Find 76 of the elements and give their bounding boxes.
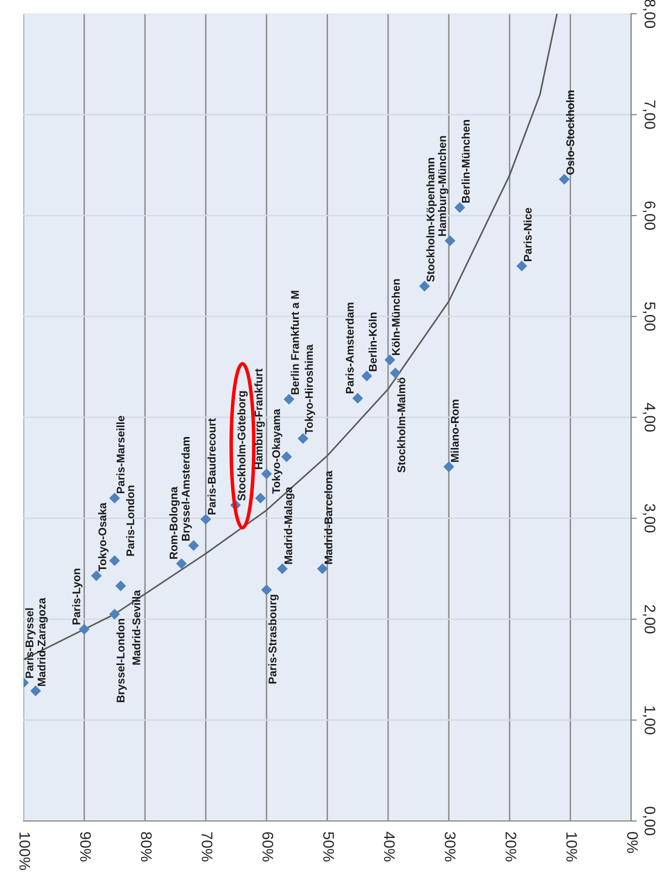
- x-tick-label: 60%: [262, 832, 274, 862]
- annotation: Bryssel-London: [116, 618, 127, 702]
- x-tick-label: 40%: [384, 832, 395, 862]
- annotation: Madrid-Sevilla: [132, 590, 140, 665]
- point: [444, 235, 456, 246]
- x-tick-label: 10%: [566, 832, 578, 862]
- point: [443, 461, 454, 472]
- annotation: Paris-Bryssel: [25, 608, 36, 678]
- point: [30, 685, 41, 696]
- annotation: Hamburg-Frankfurt: [254, 368, 265, 469]
- x-tick-label: 0%: [627, 832, 638, 853]
- point: [384, 354, 396, 366]
- y-tick-label: 0,00: [642, 806, 656, 836]
- x-tick-label: 80%: [140, 832, 152, 862]
- x-tick-label: 90%: [80, 832, 91, 862]
- x-tick-label: 70%: [202, 832, 212, 862]
- annotation: Berlin Frankfurt a M: [290, 290, 299, 394]
- annotation: Milano-Rom: [450, 400, 459, 462]
- annotation: Tokyo-Osaka: [98, 502, 108, 572]
- annotation: Paris-London: [126, 486, 134, 556]
- annotation: Stockholm-Köpenhamn: [426, 158, 437, 282]
- point: [109, 608, 120, 620]
- point: [317, 563, 328, 574]
- annotation: Paris-Nice: [524, 208, 532, 262]
- point: [200, 514, 212, 525]
- point: [352, 392, 364, 404]
- y-tick-label: 8,00: [642, 0, 656, 28]
- annotation: Stockholm-Malmö: [397, 378, 406, 472]
- point: [109, 555, 120, 566]
- x-tick-label: 20%: [506, 832, 516, 862]
- annotation: Madrid-Barcelona: [324, 470, 332, 564]
- point: [78, 624, 90, 635]
- point: [284, 394, 294, 405]
- point: [298, 433, 308, 444]
- annotation: Tokyo-Okayama: [272, 408, 282, 494]
- annotation: Tokyo-Hiroshima: [304, 344, 316, 434]
- annotation: Rom-Bologna: [169, 486, 180, 559]
- point: [176, 558, 187, 570]
- y-tick-label: 5,00: [642, 302, 656, 331]
- point: [390, 368, 401, 378]
- annotation: Paris-Baudrecourt: [208, 418, 216, 514]
- point: [419, 280, 430, 292]
- annotation: Berlin-München: [462, 120, 470, 203]
- annotation: Berlin-Köln: [368, 312, 377, 372]
- annotation: Stockholm-Göteborg: [237, 391, 248, 501]
- point: [109, 492, 120, 504]
- y-tick-label: 7,00: [642, 100, 656, 129]
- point: [516, 260, 528, 272]
- point: [188, 540, 199, 551]
- annotation: Paris-Lyon: [72, 568, 82, 624]
- point: [115, 580, 126, 592]
- annotation: Madrid-Zaragoza: [37, 598, 48, 686]
- point: [261, 468, 272, 480]
- x-tick-label: 30%: [444, 832, 456, 862]
- y-tick-label: 4,00: [642, 402, 656, 432]
- annotation: Köln-München: [392, 279, 400, 355]
- point: [558, 174, 570, 185]
- point: [276, 563, 288, 574]
- y-tick-label: 6,00: [642, 201, 656, 230]
- y-tick-label: 2,00: [642, 605, 656, 634]
- annotation: Paris-Strasbourg: [268, 594, 279, 684]
- y-tick-label: 1,00: [642, 706, 656, 734]
- annotation: Madrid-Malaga: [284, 486, 294, 564]
- point: [90, 570, 102, 582]
- x-tick-label: 50%: [323, 832, 334, 862]
- annotation: Bryssel-Amsterdam: [181, 437, 192, 541]
- point: [454, 202, 466, 213]
- annotation: Hamburg-München: [438, 136, 448, 236]
- x-tick-label: 100%: [19, 832, 30, 870]
- annotation: Paris-Amsterdam: [346, 302, 354, 394]
- point: [361, 370, 372, 382]
- point: [255, 492, 266, 504]
- point: [261, 584, 272, 596]
- annotation: Oslo-Stockholm: [566, 90, 574, 175]
- y-tick-label: 3,00: [642, 504, 656, 533]
- annotation: Paris-Marseille: [116, 416, 125, 494]
